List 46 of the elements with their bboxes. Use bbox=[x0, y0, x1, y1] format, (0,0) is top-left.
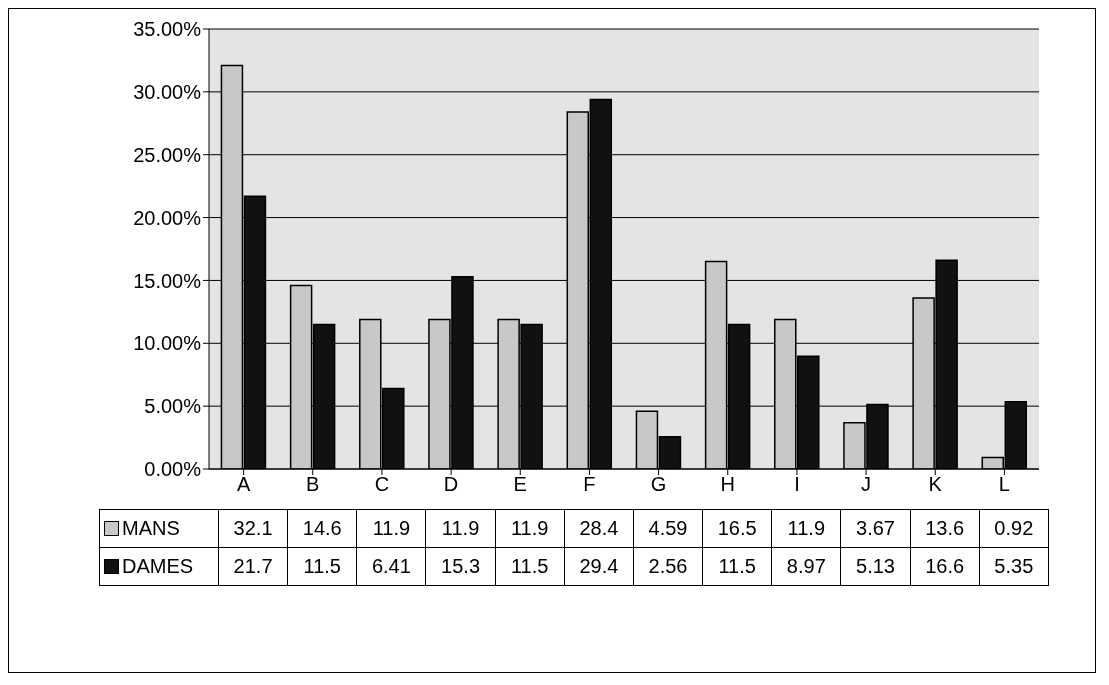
x-tick-label: C bbox=[374, 473, 390, 496]
data-label: 0.92 bbox=[979, 509, 1049, 548]
data-label: 28.4 bbox=[564, 509, 634, 548]
data-label: 3.67 bbox=[840, 509, 911, 548]
x-tick-label: A bbox=[236, 473, 251, 496]
x-tick-label: H bbox=[720, 473, 735, 496]
data-label: 2.56 bbox=[633, 547, 703, 586]
data-label: 29.4 bbox=[564, 547, 634, 586]
y-tick-label: 35.00% bbox=[133, 18, 202, 41]
y-tick-label: 30.00% bbox=[133, 80, 202, 103]
y-tick-label: 5.00% bbox=[144, 395, 202, 418]
data-label: 11.9 bbox=[495, 509, 565, 548]
data-label: 14.6 bbox=[287, 509, 357, 548]
x-tick-label: L bbox=[998, 473, 1010, 496]
data-label: 5.13 bbox=[840, 547, 911, 586]
data-label: 6.41 bbox=[356, 547, 426, 586]
x-tick-label: J bbox=[861, 473, 872, 496]
x-tick-label: D bbox=[443, 473, 459, 496]
data-label: 13.6 bbox=[910, 509, 980, 548]
x-tick-label: K bbox=[928, 473, 943, 496]
x-tick-label: G bbox=[650, 473, 667, 496]
legend-label: DAMES bbox=[122, 554, 194, 578]
y-tick-label: 0.00% bbox=[144, 458, 202, 481]
data-label: 11.9 bbox=[771, 509, 841, 548]
data-label: 15.3 bbox=[425, 547, 496, 586]
data-label: 11.5 bbox=[495, 547, 565, 586]
data-label: 5.35 bbox=[979, 547, 1049, 586]
data-label: 11.5 bbox=[287, 547, 357, 586]
data-label: 11.5 bbox=[702, 547, 772, 586]
y-tick-label: 25.00% bbox=[133, 143, 202, 166]
x-tick-label: F bbox=[583, 473, 596, 496]
y-tick-label: 20.00% bbox=[133, 206, 202, 229]
x-tick-label: I bbox=[794, 473, 800, 496]
data-label: 11.9 bbox=[356, 509, 426, 548]
data-label: 11.9 bbox=[425, 509, 496, 548]
data-label: 32.1 bbox=[218, 509, 288, 548]
data-label: 21.7 bbox=[218, 547, 288, 586]
x-tick-label: B bbox=[306, 473, 320, 496]
data-label: 16.5 bbox=[702, 509, 772, 548]
legend-label: MANS bbox=[122, 516, 180, 540]
data-label: 8.97 bbox=[771, 547, 841, 586]
data-label: 4.59 bbox=[633, 509, 703, 548]
y-tick-label: 10.00% bbox=[133, 332, 202, 355]
x-tick-label: E bbox=[513, 473, 527, 496]
data-label: 16.6 bbox=[910, 547, 980, 586]
y-tick-label: 15.00% bbox=[133, 269, 202, 292]
